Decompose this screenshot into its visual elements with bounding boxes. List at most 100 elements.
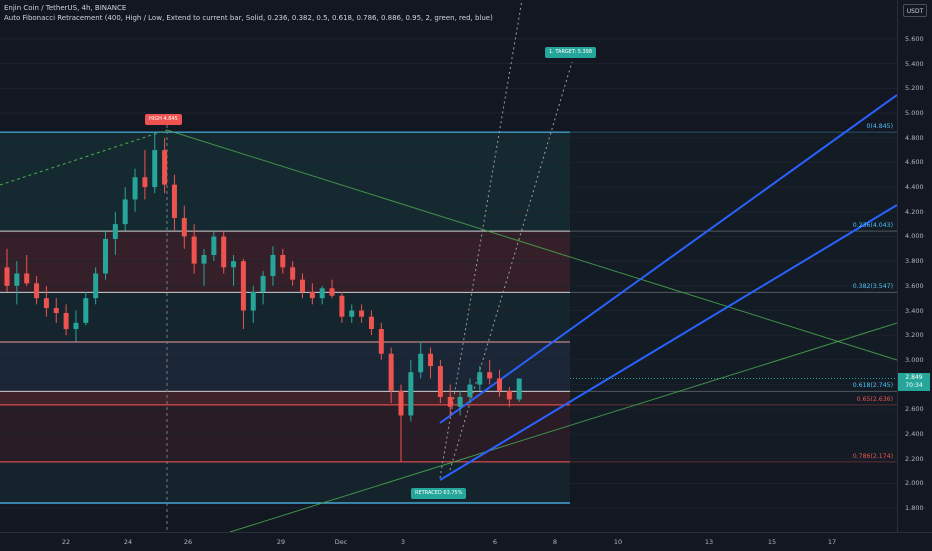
candle-body <box>24 273 30 284</box>
channel-upper-line <box>439 94 898 424</box>
candle-body <box>378 329 384 354</box>
candle-body <box>329 288 335 296</box>
date-tick-label: 6 <box>492 538 498 546</box>
price-tick-label: 4.000 <box>905 232 924 241</box>
candle-body <box>359 310 365 317</box>
candle-body <box>43 298 49 309</box>
candle-body <box>339 295 345 317</box>
date-tick-label: 24 <box>123 538 133 546</box>
candle-body <box>280 254 286 268</box>
candle-body <box>221 236 227 268</box>
price-tick-label: 2.000 <box>905 479 924 488</box>
price-tick-label: 5.000 <box>905 109 924 118</box>
candle-body <box>477 372 483 385</box>
channel-lower-line <box>439 204 898 481</box>
symbol-title[interactable]: Enjin Coin / TetherUS, 4h, BINANCE <box>4 4 127 12</box>
fib-level-label: 0.786(2.174) <box>852 452 893 460</box>
price-tick-label: 4.800 <box>905 133 924 142</box>
price-tick-label: 5.400 <box>905 59 924 68</box>
candle-body <box>201 254 207 264</box>
candle-body <box>447 396 453 407</box>
candle-body <box>132 177 138 200</box>
candle-body <box>428 353 434 367</box>
candle-body <box>516 378 522 400</box>
bar-countdown: 70:34 <box>905 382 923 389</box>
candle-body <box>408 372 414 416</box>
fib-zone <box>0 461 570 503</box>
date-tick-label: 22 <box>61 538 71 546</box>
indicator-title[interactable]: Auto Fibonacci Retracement (400, High / … <box>4 14 493 22</box>
candle-body <box>457 396 463 407</box>
price-tick-label: 3.400 <box>905 306 924 315</box>
retraced-tag[interactable]: RETRACED 63.75% <box>411 488 467 499</box>
candle-body <box>162 150 168 185</box>
candle-body <box>368 316 374 330</box>
approach-dashed-line <box>0 129 168 186</box>
candle-body <box>103 238 108 274</box>
candle-body <box>191 236 197 264</box>
candle-body <box>290 267 296 280</box>
fib-level-label: 0.236(4.043) <box>852 222 893 230</box>
candle-body <box>487 372 493 379</box>
fib-zone <box>0 404 570 462</box>
price-tick-label: 3.200 <box>905 331 924 340</box>
fib-zone <box>0 391 570 405</box>
candle-body <box>171 184 177 218</box>
date-tick-label: 15 <box>767 538 777 546</box>
date-tick-label: 10 <box>613 538 623 546</box>
date-tick-label: Dec <box>334 538 348 546</box>
price-tick-label: 1.800 <box>905 504 924 512</box>
candle-body <box>4 267 10 286</box>
candle-body <box>53 308 59 313</box>
candle-body <box>231 261 237 268</box>
target-tag[interactable]: 1. TARGET: 5.398 <box>545 47 597 58</box>
candle-body <box>467 384 473 397</box>
high-tag[interactable]: HIGH 4.845 <box>145 114 182 125</box>
fib-zone <box>0 132 570 232</box>
candle-body <box>73 322 79 330</box>
candle-body <box>83 298 89 323</box>
candle-body <box>398 390 404 416</box>
candle-body <box>270 254 276 276</box>
price-tick-label: 2.400 <box>905 429 924 438</box>
candle-body <box>211 236 217 255</box>
fib-zone-extension <box>570 132 897 462</box>
candle-body <box>418 353 424 373</box>
fib-level-label: 0(4.845) <box>866 123 893 131</box>
candle-body <box>34 283 40 299</box>
date-tick-label: 17 <box>827 538 837 546</box>
descending-trendline <box>166 129 898 361</box>
projection-line <box>439 0 523 479</box>
candle-body <box>14 273 20 286</box>
date-tick-label: 26 <box>183 538 193 546</box>
price-tick-label: 4.200 <box>905 207 924 216</box>
chart-legend: Enjin Coin / TetherUS, 4h, BINANCE Auto … <box>4 3 493 23</box>
date-tick-label: 13 <box>704 538 714 546</box>
candle-body <box>437 366 443 397</box>
currency-button[interactable]: USDT <box>903 4 927 17</box>
ascending-trendline <box>229 322 898 533</box>
candle-body <box>93 273 99 299</box>
price-tick-label: 5.600 <box>905 35 924 43</box>
candle-body <box>319 288 325 299</box>
candle-body <box>181 217 187 237</box>
last-price-tag: 2.849 70:34 <box>898 373 930 391</box>
price-tick-label: 2.600 <box>905 405 924 414</box>
price-tick-label: 2.200 <box>905 454 924 463</box>
price-axis[interactable]: 5.600 5.400 5.200 5.000 4.800 4.600 4.400 4.200… <box>897 0 932 532</box>
candle-body <box>250 292 256 311</box>
candle-body <box>309 292 315 299</box>
candle-body <box>63 312 69 330</box>
price-tick-label: 5.200 <box>905 84 924 93</box>
date-tick-label: 29 <box>276 538 286 546</box>
candle-body <box>112 224 118 239</box>
price-tick-label: 3.600 <box>905 281 924 290</box>
date-tick-label: 8 <box>552 538 558 546</box>
price-tick-label: 3.000 <box>905 355 924 364</box>
time-axis[interactable]: 22 24 26 29 Dec 3 6 8 10 13 15 17 <box>0 532 932 551</box>
fib-zone <box>0 342 570 392</box>
last-price: 2.849 <box>905 374 923 381</box>
price-tick-label: 4.400 <box>905 183 924 192</box>
